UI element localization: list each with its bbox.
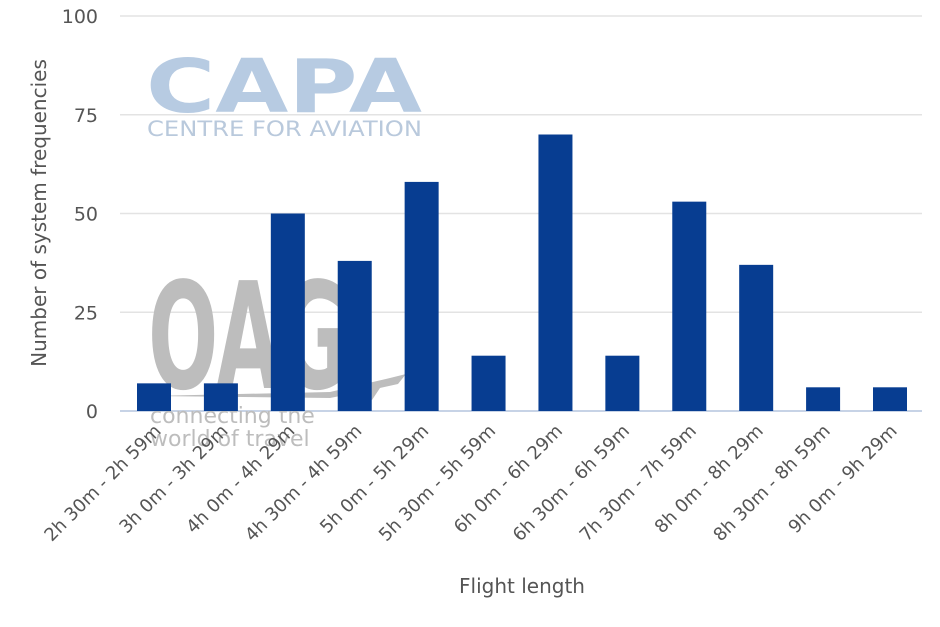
watermark: CAPA CENTRE FOR AVIATION OAG connecting … (146, 44, 422, 452)
bar (337, 260, 372, 411)
bar (806, 387, 841, 411)
y-tick-label: 0 (86, 401, 98, 423)
bar (739, 264, 774, 411)
bar (203, 383, 238, 411)
y-tick-labels: 0 25 50 75 100 (62, 6, 98, 423)
oag-tagline-line2: world of travel (150, 427, 310, 452)
y-tick-label: 100 (62, 6, 98, 28)
bar (404, 181, 439, 411)
x-tick-label: 7h 30m - 7h 59m (576, 421, 701, 546)
bar (471, 355, 506, 411)
capa-tagline: CENTRE FOR AVIATION (147, 117, 422, 141)
x-tick-label: 8h 30m - 8h 59m (709, 421, 834, 546)
y-tick-label: 75 (74, 105, 98, 127)
bar (605, 355, 640, 411)
y-tick-label: 50 (74, 204, 98, 226)
y-axis-title: Number of system frequencies (27, 59, 51, 367)
grid (120, 15, 922, 412)
x-axis-title: Flight length (459, 574, 585, 598)
bar (672, 201, 707, 411)
bar (538, 134, 573, 411)
x-tick-label: 2h 30m - 2h 59m (40, 421, 165, 546)
bar (873, 387, 907, 411)
bar (270, 213, 305, 411)
capa-logo: CAPA (146, 44, 422, 130)
bars (137, 134, 907, 411)
x-tick-label: 6h 30m - 6h 59m (509, 421, 634, 546)
y-tick-label: 25 (74, 302, 98, 324)
bar (137, 383, 171, 411)
x-tick-label: 5h 30m - 5h 59m (375, 421, 500, 546)
